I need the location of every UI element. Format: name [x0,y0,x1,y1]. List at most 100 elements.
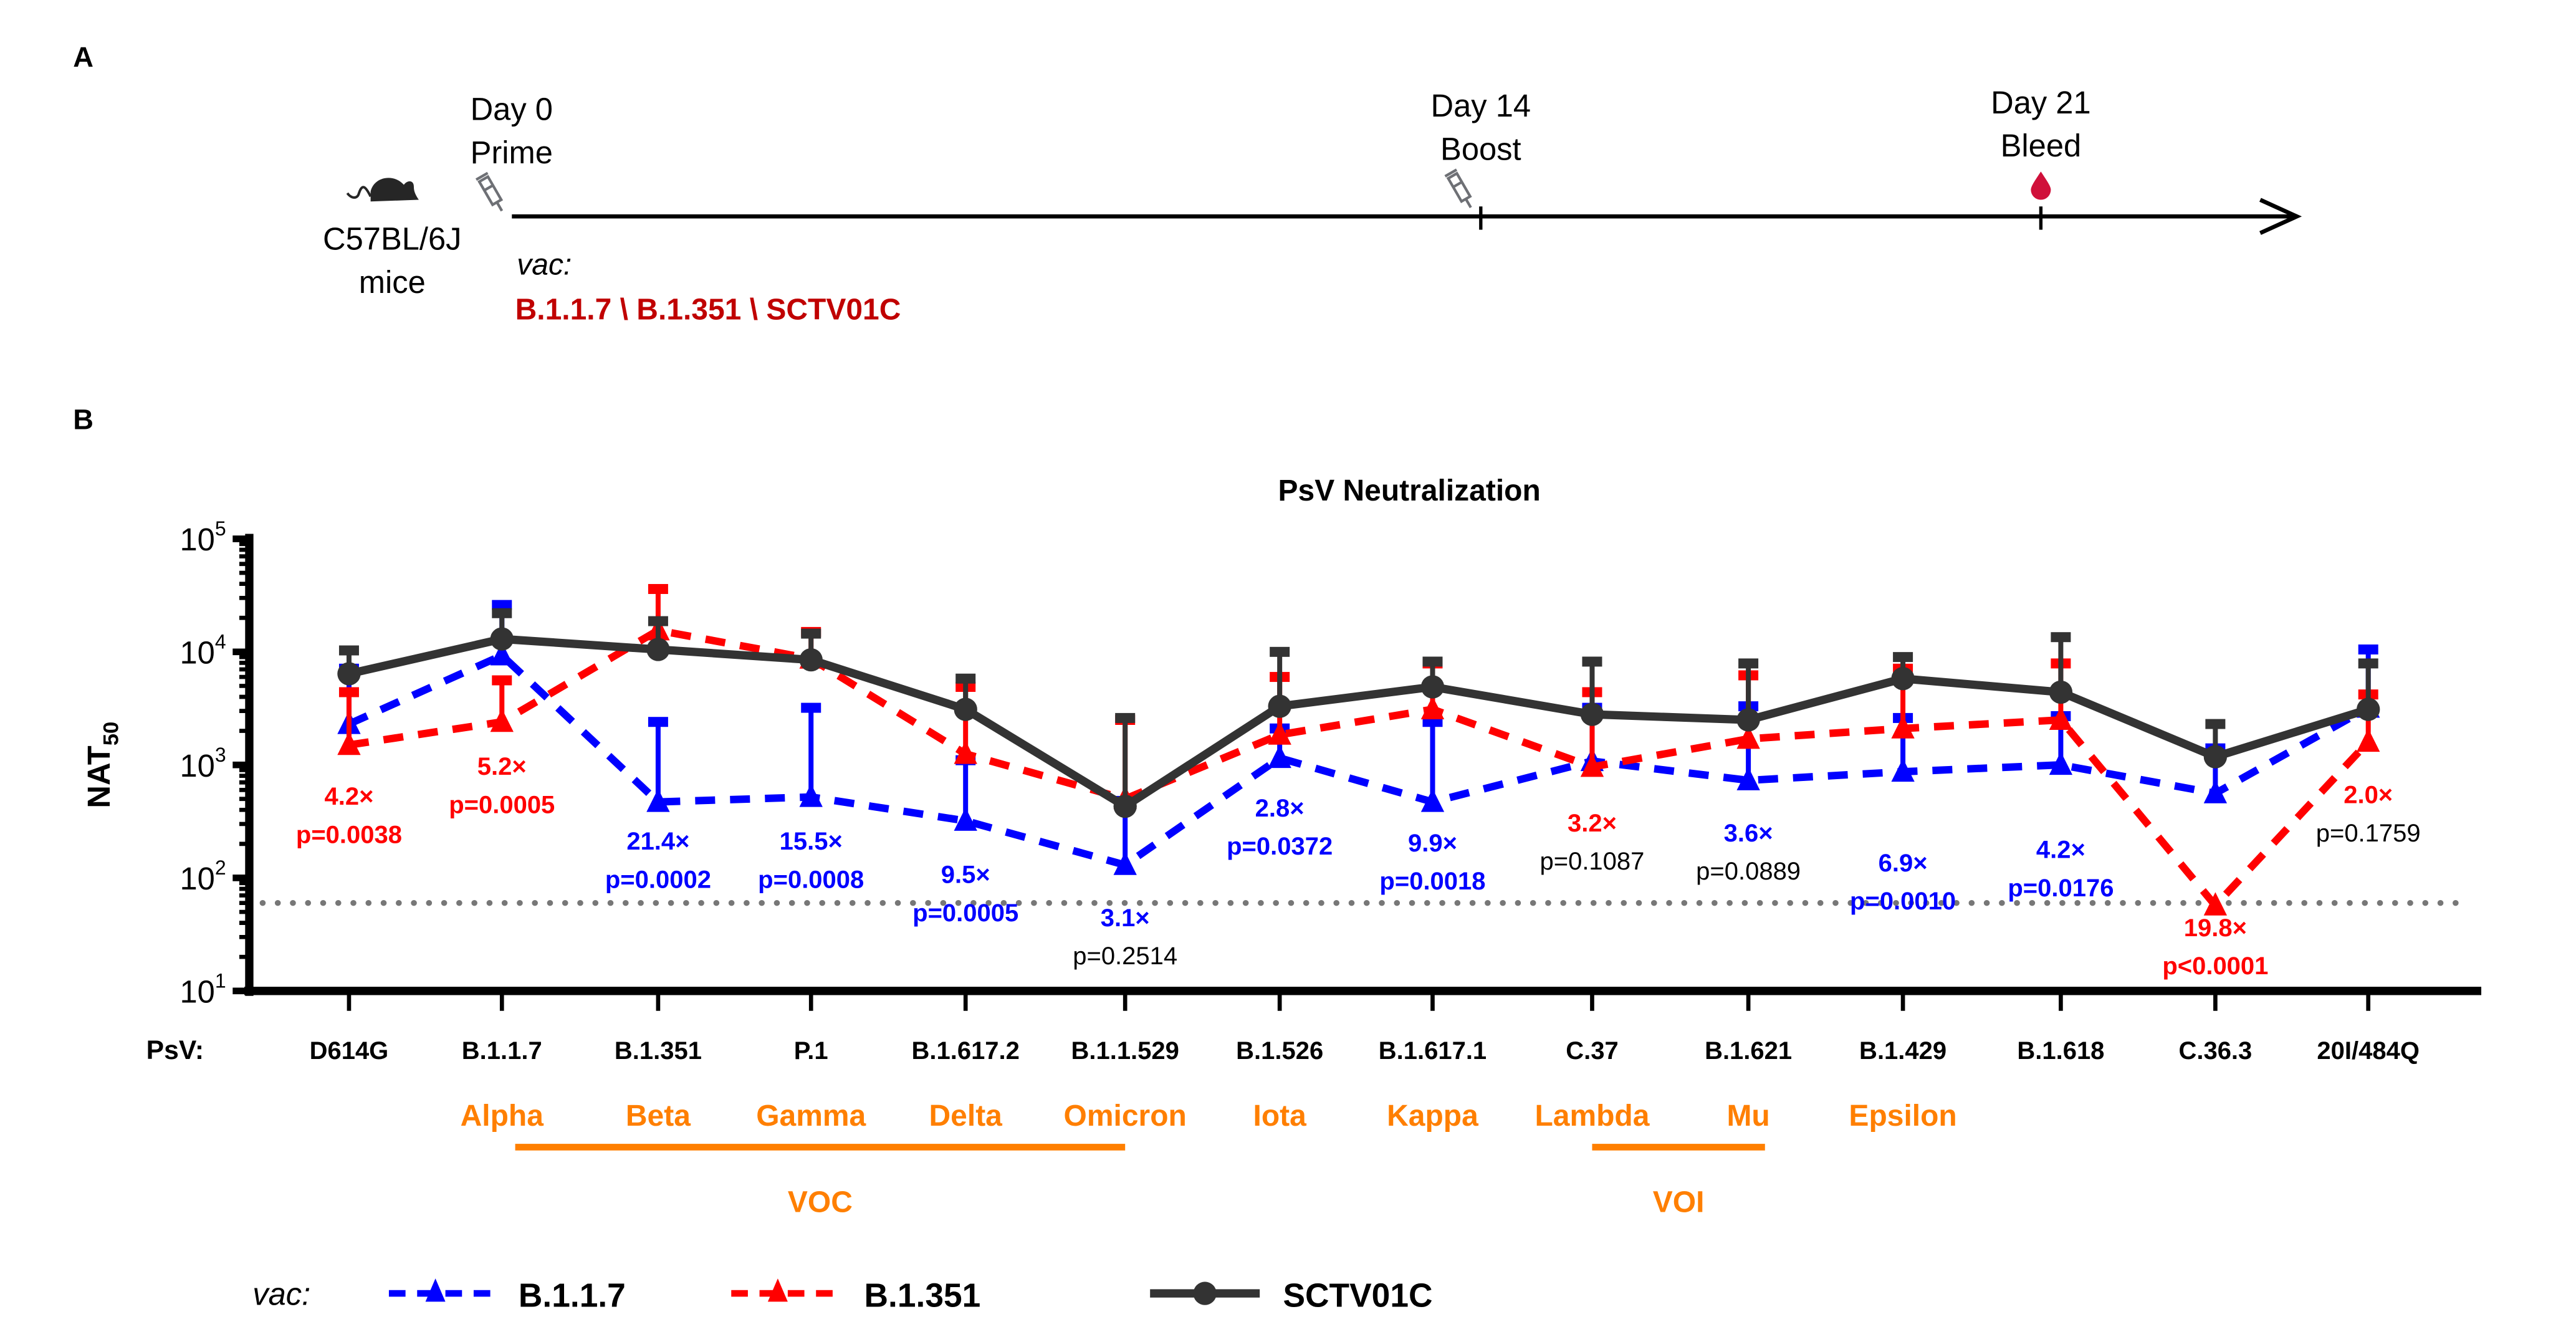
fold-change-label: 9.5× [941,861,990,888]
syringe-icon [475,171,504,212]
p-value-label: p=0.0176 [2008,874,2114,902]
error-cap [2051,632,2071,643]
annotations-layer: 4.2× p=0.0038 5.2× p=0.0005 21.4× p=0.0002 15.… [296,753,2421,980]
data-point [2203,780,2228,803]
fold-change-label: 3.2× [1568,810,1617,837]
y-tick-label: 101 [180,969,226,1009]
y-tick-exponent: 1 [215,969,226,992]
legend: vac: B.1.1.7 B.1.351 SCTV01C [252,1277,1432,1315]
error-cap [648,616,668,626]
legend-marker-sctv01c [1193,1282,1217,1305]
y-tick-exponent: 2 [215,856,226,879]
p-value-label: p=0.0889 [1696,858,1801,885]
error-cap [338,645,359,656]
series-line [348,626,2372,909]
data-point [954,697,977,721]
day21-label-line1: Day 21 [1991,85,2091,120]
error-cap [801,628,821,639]
syringe-icon [1444,168,1472,209]
mouse-label-line1: C57BL/6J [323,221,461,257]
p-value-label: p=0.0002 [605,866,711,893]
data-point [337,731,361,755]
variant-name: Iota [1253,1100,1307,1133]
day14-label-line1: Day 14 [1431,88,1531,123]
y-tick-base: 10 [180,974,214,1009]
data-point [1580,702,1604,726]
timeline-arrowhead [2259,198,2302,235]
blood-drop-icon [2031,171,2051,200]
y-axis-label: NAT50 [81,722,123,808]
series-line [348,635,2370,811]
error-cap [648,717,668,727]
y-tick-label: 103 [180,744,226,783]
fold-change-label: 4.2× [324,783,373,810]
fold-change-label: 15.5× [780,828,843,855]
y-tick-exponent: 3 [215,744,226,766]
variant-name: Lambda [1535,1100,1649,1133]
x-tick-label: C.37 [1566,1037,1618,1065]
error-cap [1422,717,1443,727]
data-point [2049,751,2073,775]
p-value-label: p=0.0018 [1379,868,1485,895]
fold-change-label: 21.4× [626,828,689,855]
y-tick-base: 10 [180,635,214,671]
data-point [646,788,670,812]
x-tick-label: B.1.526 [1236,1037,1323,1065]
y-tick-label: 105 [180,517,226,557]
variant-groups: Alpha Beta Gamma Delta Omicron Iota Kappa Lambd… [461,1100,1957,1219]
error-cap [648,583,668,594]
error-cap [955,673,976,684]
mouse-label-line2: mice [359,264,426,300]
group-bracket [1592,1144,1765,1151]
chart-title: PsV Neutralization [1278,474,1541,507]
series-layer [337,583,2380,916]
fold-change-label: 9.9× [1408,830,1457,857]
legend-prefix: vac: [252,1277,310,1312]
x-tick-label: P.1 [794,1037,828,1065]
variant-name: Gamma [756,1100,866,1133]
fold-change-label: 3.6× [1724,820,1773,847]
y-tick-base: 10 [180,861,214,896]
data-point [799,648,823,672]
p-value-label: p=0.0372 [1227,833,1333,860]
x-tick-label: B.1.351 [615,1037,702,1065]
y-tick-exponent: 4 [215,631,226,653]
error-cap [801,702,821,713]
error-cap [338,687,359,697]
data-point [337,662,361,686]
p-value-label: p=0.0038 [296,821,402,848]
x-tick-label: D614G [310,1037,389,1065]
x-tick-label: B.1.618 [2017,1037,2104,1065]
data-point [2357,728,2380,752]
error-cap [2205,719,2226,729]
y-axis-label-sub: 50 [99,722,123,746]
x-tick-label: B.1.617.2 [912,1037,1020,1065]
data-point [1113,851,1137,875]
variant-name: Epsilon [1849,1100,1956,1133]
variant-name: Beta [626,1100,691,1133]
data-point [1420,788,1445,812]
group-bracket [515,1144,1126,1151]
series-sctv01c [337,608,2380,818]
panel-a-label: A [73,41,93,73]
y-tick-exponent: 5 [215,517,226,540]
data-point [799,783,823,807]
fold-change-label: 6.9× [1879,850,1928,877]
error-cap [1738,658,1759,669]
data-point [2203,745,2228,769]
fold-change-label: 5.2× [477,753,527,780]
fold-change-label: 4.2× [2036,836,2085,863]
error-cap [1582,656,1602,667]
y-tick-label: 102 [180,856,226,896]
x-tick-label: B.1.1.529 [1071,1037,1179,1065]
error-cap [1422,656,1443,667]
data-point [1891,667,1915,691]
data-point [1891,758,1915,782]
data-point [2049,706,2073,730]
variant-name: Alpha [461,1100,544,1133]
data-point [646,638,670,661]
error-cap [492,600,512,610]
day0-label-line1: Day 0 [471,92,553,127]
